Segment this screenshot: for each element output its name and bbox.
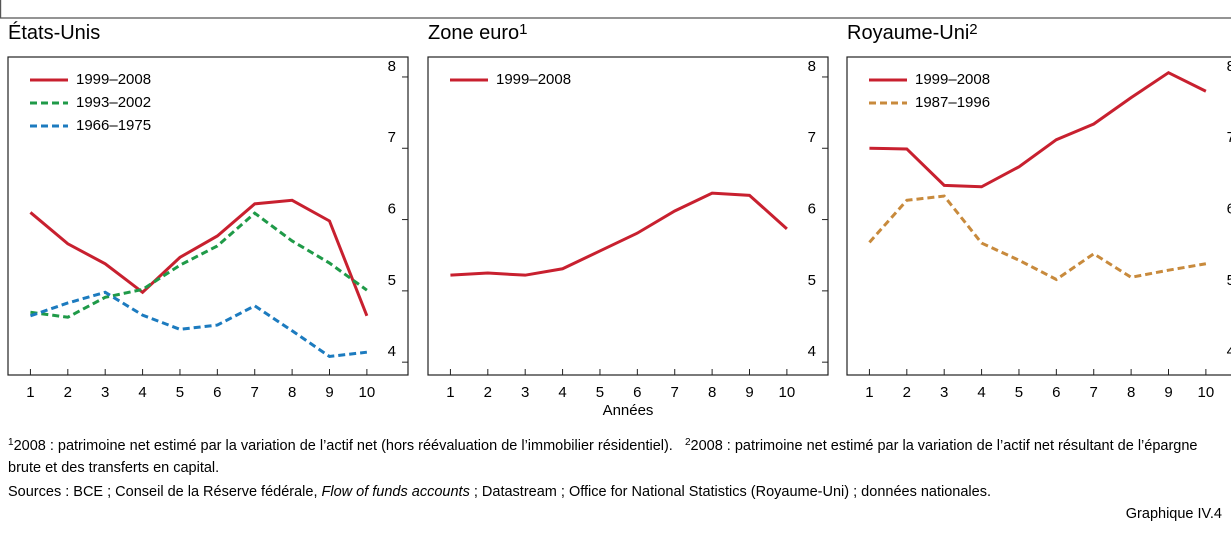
y-tick-label: 6 — [1227, 201, 1231, 218]
panel-title-text: États-Unis — [8, 21, 100, 44]
x-tick-label: 8 — [708, 384, 716, 401]
series-line — [869, 70, 1207, 189]
series-line — [29, 198, 369, 317]
y-tick-label: 4 — [808, 343, 816, 360]
x-tick-label: 3 — [940, 384, 948, 401]
y-tick-label: 8 — [388, 58, 396, 75]
legend-label: 1993–2002 — [76, 94, 151, 111]
y-tick-label: 5 — [808, 272, 816, 289]
panel-title-text: Zone euro — [428, 22, 519, 44]
panel-title-note: 2 — [969, 21, 977, 38]
x-axis-label: Années — [603, 402, 654, 419]
sources-text: ; Datastream ; Office for National Stati… — [469, 484, 991, 500]
sources-text: Sources : BCE ; Conseil de la Réserve fé… — [8, 484, 322, 500]
x-tick-label: 8 — [288, 384, 296, 401]
legend-label: 1987–1996 — [915, 94, 990, 111]
y-tick-label: 6 — [388, 201, 396, 218]
x-tick-label: 6 — [213, 384, 221, 401]
x-tick-label: 3 — [101, 384, 109, 401]
sources: Sources : BCE ; Conseil de la Réserve fé… — [8, 481, 1222, 503]
x-tick-label: 2 — [484, 384, 492, 401]
y-tick-label: 7 — [388, 129, 396, 146]
x-tick-label: 2 — [64, 384, 72, 401]
y-tick-label: 4 — [1227, 343, 1231, 360]
footnotes: 12008 : patrimoine net estimé par la var… — [8, 432, 1222, 479]
x-tick-label: 10 — [359, 384, 376, 401]
legend-label: 1999–2008 — [915, 71, 990, 88]
series-line — [868, 194, 1207, 282]
legend-label: 1999–2008 — [496, 71, 571, 88]
series-line — [30, 211, 368, 319]
footnote: 2008 : patrimoine net estimé par la vari… — [8, 438, 1198, 476]
x-tick-label: 9 — [325, 384, 333, 401]
series-line — [450, 191, 788, 277]
x-tick-label: 4 — [558, 384, 566, 401]
x-tick-label: 6 — [1052, 384, 1060, 401]
x-tick-label: 10 — [1198, 384, 1215, 401]
y-tick-label: 5 — [1227, 272, 1231, 289]
plot-frame — [846, 56, 1231, 376]
figure-label: Graphique IV.4 — [1125, 506, 1222, 522]
panel-title: États-Unis — [8, 21, 100, 44]
x-tick-label: 9 — [745, 384, 753, 401]
x-tick-label: 9 — [1164, 384, 1172, 401]
footnote-mark: 1 — [8, 437, 14, 448]
y-tick-label: 8 — [1227, 58, 1231, 75]
panel-title: Royaume-Uni2 — [847, 21, 978, 44]
footnote: 2008 : patrimoine net estimé par la vari… — [13, 438, 673, 454]
x-tick-label: 4 — [977, 384, 985, 401]
x-tick-label: 5 — [1015, 384, 1023, 401]
x-tick-label: 8 — [1127, 384, 1135, 401]
y-tick-label: 4 — [388, 343, 396, 360]
x-tick-label: 6 — [633, 384, 641, 401]
legend-label: 1966–1975 — [76, 117, 151, 134]
x-tick-label: 10 — [779, 384, 796, 401]
x-tick-label: 1 — [865, 384, 873, 401]
panel-title: Zone euro1 — [428, 21, 528, 44]
y-tick-label: 8 — [808, 58, 816, 75]
x-tick-label: 5 — [176, 384, 184, 401]
panel-title-note: 1 — [519, 21, 527, 38]
legend-label: 1999–2008 — [76, 71, 151, 88]
y-tick-label: 5 — [388, 272, 396, 289]
x-tick-label: 7 — [671, 384, 679, 401]
x-tick-label: 4 — [138, 384, 146, 401]
sources-italic: Flow of funds accounts — [321, 484, 470, 500]
y-tick-label: 7 — [808, 129, 816, 146]
plot-frame — [7, 56, 409, 376]
x-tick-label: 5 — [596, 384, 604, 401]
x-tick-label: 7 — [251, 384, 259, 401]
x-tick-label: 1 — [446, 384, 454, 401]
y-tick-label: 6 — [808, 201, 816, 218]
plot-frame — [427, 56, 829, 376]
panel-title-text: Royaume-Uni — [847, 22, 969, 44]
x-tick-label: 3 — [521, 384, 529, 401]
footnote-mark: 2 — [684, 437, 691, 448]
x-tick-label: 7 — [1090, 384, 1098, 401]
x-tick-label: 1 — [26, 384, 34, 401]
series-line — [29, 290, 368, 359]
x-tick-label: 2 — [903, 384, 911, 401]
y-tick-label: 7 — [1227, 129, 1231, 146]
